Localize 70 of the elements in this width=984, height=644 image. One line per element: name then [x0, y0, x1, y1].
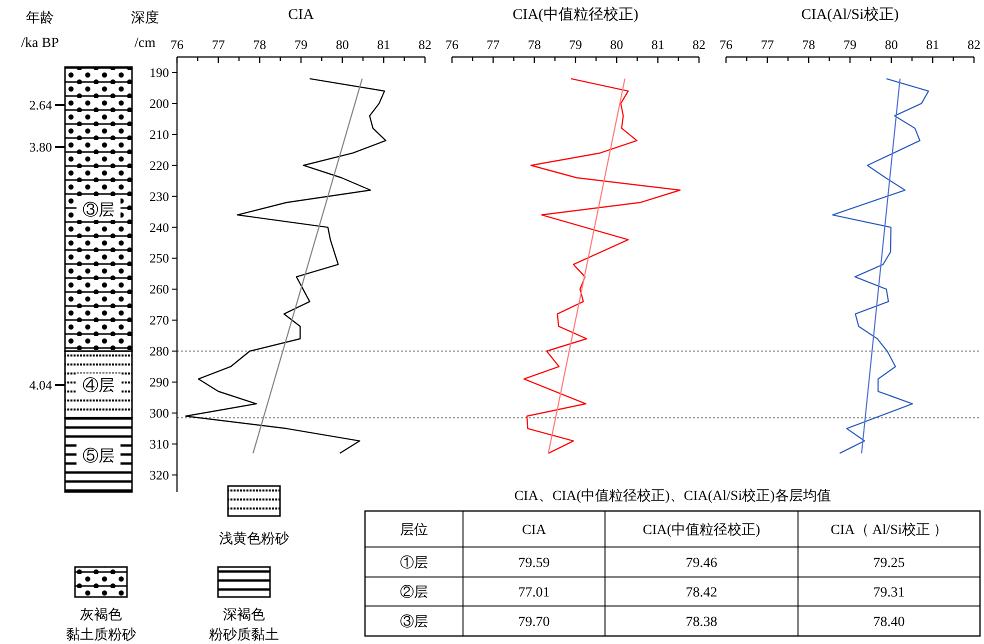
data-label: 77.01: [518, 586, 550, 600]
legend-title: 层位: [400, 522, 428, 538]
data-label: 78.40: [873, 615, 905, 630]
y-tick-label: 320: [150, 467, 169, 482]
data-label: 79.70: [518, 615, 550, 630]
text: 3.80: [29, 140, 52, 154]
text: 浅黄色粉砂: [219, 531, 289, 547]
x-tick-label: 82: [418, 37, 432, 52]
data-label: 78.42: [686, 586, 718, 600]
data-label: 79.46: [686, 556, 718, 571]
text: CIA（ Al/Si校正 ）: [830, 522, 948, 538]
chart-title: CIA(中值粒径校正): [512, 6, 638, 23]
text: ③层: [82, 201, 114, 220]
x-tick-label: 80: [610, 37, 624, 52]
x-tick-label: 81: [926, 37, 940, 52]
y-tick-label: 190: [150, 64, 169, 80]
data-label: 79.25: [873, 556, 905, 571]
x-tick-label: 81: [377, 37, 390, 52]
y-tick-label: 260: [150, 282, 169, 297]
text: CIA: [522, 523, 547, 538]
line-series: [185, 78, 386, 454]
y-tick-label: 290: [150, 374, 169, 390]
data-label: 79.31: [873, 586, 905, 600]
x-tick-label: 82: [968, 37, 980, 52]
category-label: ②层: [400, 584, 428, 600]
text: 4.04: [29, 378, 52, 392]
text: 深褐色: [223, 607, 265, 623]
text: 2.64: [29, 98, 52, 112]
x-tick-label: 77: [212, 37, 226, 52]
x-tick-label: 81: [651, 37, 664, 52]
category-label: ③层: [400, 614, 428, 630]
x-tick-label: 78: [802, 37, 816, 52]
text: 灰褐色: [80, 607, 122, 623]
data-label: 78.38: [686, 615, 718, 630]
x-tick-label: 80: [336, 37, 349, 52]
y-tick-label: 300: [150, 406, 169, 421]
y-tick-label: 210: [150, 126, 169, 142]
text: CIA(中值粒径校正): [642, 522, 761, 538]
text: CIA、CIA(中值粒径校正)、CIA(Al/Si校正)各层均值: [514, 488, 831, 504]
x-tick-label: 76: [720, 37, 733, 52]
x-tick-label: 77: [486, 37, 500, 52]
text: /ka BP: [21, 36, 60, 51]
text: 粉砂质黏土: [209, 627, 279, 643]
x-tick-label: 79: [844, 37, 856, 52]
x-tick-label: 76: [170, 37, 184, 52]
text: 年龄: [26, 10, 54, 26]
text: ⑤层: [82, 446, 114, 465]
y-tick-label: 220: [150, 158, 169, 173]
data-label: 79.59: [518, 556, 550, 571]
y-axis-title: 深度 /cm: [131, 10, 159, 51]
y-tick-label: 250: [150, 250, 169, 266]
x-tick-label: 76: [446, 37, 459, 52]
y-tick-label: 240: [150, 220, 169, 235]
text: ④层: [82, 376, 114, 394]
x-tick-label: 78: [253, 37, 266, 52]
chart-title: CIA: [288, 7, 314, 23]
category-label: ①层: [400, 555, 428, 571]
x-tick-label: 79: [569, 37, 582, 52]
y-tick-label: 270: [150, 312, 169, 328]
y-tick-label: 310: [150, 436, 169, 452]
chart-title: CIA(Al/Si校正): [801, 6, 899, 23]
x-tick-label: 77: [760, 37, 774, 52]
y-tick-label: 200: [150, 96, 169, 111]
x-tick-label: 82: [692, 37, 706, 52]
x-tick-label: 79: [294, 37, 308, 52]
text: 黏土质粉砂: [66, 627, 136, 643]
y-tick-label: 280: [150, 344, 169, 359]
x-tick-label: 80: [884, 37, 898, 52]
x-tick-label: 78: [528, 37, 541, 52]
y-tick-label: 230: [150, 188, 169, 204]
